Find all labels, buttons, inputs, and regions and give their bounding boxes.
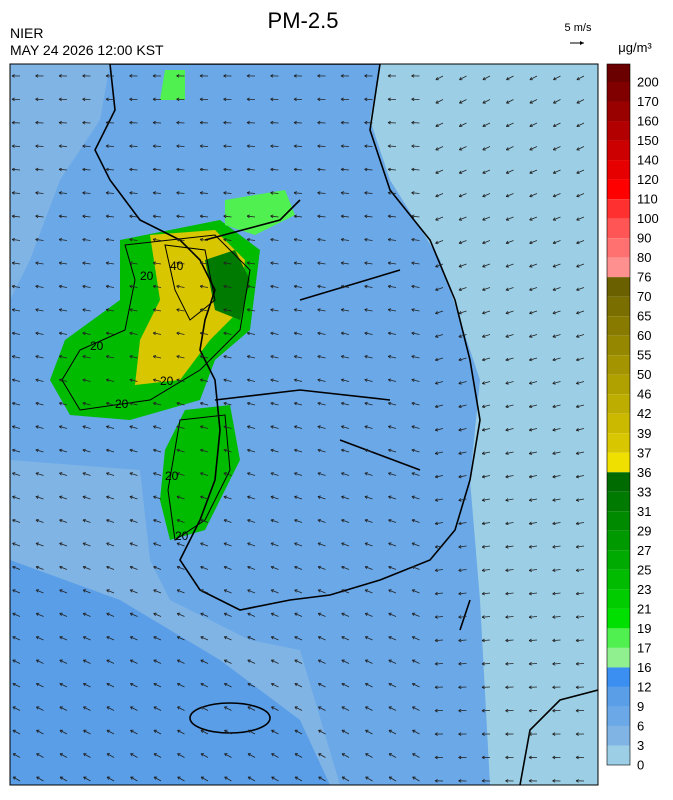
- colorbar-label: 80: [637, 250, 651, 265]
- colorbar-label: 3: [637, 738, 644, 753]
- colorbar-bin: [607, 453, 630, 473]
- wind-scale: 5 m/s: [565, 22, 592, 34]
- agency: NIER: [10, 25, 43, 41]
- colorbar-bin: [607, 628, 630, 648]
- colorbar-bin: [607, 336, 630, 356]
- colorbar-label: 110: [637, 192, 658, 207]
- colorbar-label: 46: [637, 387, 651, 402]
- colorbar-label: 23: [637, 582, 651, 597]
- colorbar-bin: [607, 667, 630, 687]
- colorbar-bin: [607, 433, 630, 453]
- colorbar-label: 39: [637, 426, 651, 441]
- colorbar: 2001701601501401201101009080767065605550…: [607, 64, 659, 773]
- contour-label: 20: [175, 529, 189, 543]
- colorbar-bin: [607, 297, 630, 317]
- colorbar-bin: [607, 570, 630, 590]
- colorbar-bin: [607, 609, 630, 629]
- colorbar-bin: [607, 355, 630, 375]
- colorbar-bin: [607, 511, 630, 531]
- wind-scale-arrowhead: [580, 41, 584, 45]
- colorbar-label: 17: [637, 640, 651, 655]
- colorbar-bin: [607, 726, 630, 746]
- contour-label: 20: [165, 469, 179, 483]
- colorbar-bin: [607, 82, 630, 102]
- colorbar-bin: [607, 375, 630, 395]
- colorbar-bin: [607, 102, 630, 122]
- colorbar-bin: [607, 745, 630, 765]
- colorbar-label: 42: [637, 406, 651, 421]
- colorbar-bin: [607, 394, 630, 414]
- map: 20 40 20 20 20 20 20: [10, 64, 598, 785]
- colorbar-label: 9: [637, 699, 644, 714]
- colorbar-label: 170: [637, 94, 659, 109]
- colorbar-label: 76: [637, 270, 651, 285]
- colorbar-bin: [607, 492, 630, 512]
- colorbar-label: 55: [637, 348, 651, 363]
- colorbar-label: 100: [637, 211, 659, 226]
- colorbar-label: 6: [637, 718, 644, 733]
- colorbar-label: 50: [637, 367, 651, 382]
- colorbar-bin: [607, 258, 630, 278]
- contour-label: 40: [170, 259, 184, 273]
- colorbar-bin: [607, 121, 630, 141]
- colorbar-bin: [607, 648, 630, 668]
- contour-label: 20: [160, 374, 174, 388]
- colorbar-label: 70: [637, 289, 651, 304]
- colorbar-label: 12: [637, 679, 651, 694]
- colorbar-bin: [607, 64, 630, 82]
- colorbar-label: 37: [637, 445, 651, 460]
- colorbar-label: 200: [637, 75, 659, 90]
- colorbar-bin: [607, 589, 630, 609]
- colorbar-bin: [607, 277, 630, 297]
- unit: μg/m³: [618, 40, 652, 55]
- colorbar-bin: [607, 160, 630, 180]
- colorbar-bin: [607, 219, 630, 239]
- title: PM-2.5: [268, 8, 339, 33]
- colorbar-label: 27: [637, 543, 651, 558]
- colorbar-bin: [607, 180, 630, 200]
- colorbar-label: 65: [637, 309, 651, 324]
- colorbar-bin: [607, 706, 630, 726]
- colorbar-bin: [607, 316, 630, 336]
- contour-label: 20: [115, 397, 129, 411]
- colorbar-label: 29: [637, 523, 651, 538]
- colorbar-label: 150: [637, 133, 659, 148]
- colorbar-bin: [607, 199, 630, 219]
- colorbar-label: 90: [637, 231, 651, 246]
- contour-label: 20: [90, 339, 104, 353]
- colorbar-label: 31: [637, 504, 651, 519]
- colorbar-label: 19: [637, 621, 651, 636]
- colorbar-bin: [607, 414, 630, 434]
- timestamp: MAY 24 2026 12:00 KST: [10, 42, 164, 58]
- colorbar-label: 140: [637, 153, 659, 168]
- colorbar-label: 120: [637, 172, 659, 187]
- colorbar-label: 60: [637, 328, 651, 343]
- colorbar-label: 36: [637, 465, 651, 480]
- colorbar-label: 25: [637, 562, 651, 577]
- colorbar-bin: [607, 531, 630, 551]
- contour-label: 20: [140, 269, 154, 283]
- colorbar-bin: [607, 472, 630, 492]
- colorbar-bin: [607, 687, 630, 707]
- colorbar-label: 21: [637, 601, 651, 616]
- colorbar-label: 33: [637, 484, 651, 499]
- colorbar-bin: [607, 238, 630, 258]
- colorbar-bin: [607, 550, 630, 570]
- colorbar-label: 160: [637, 114, 659, 129]
- colorbar-label: 16: [637, 660, 651, 675]
- colorbar-label: 0: [637, 758, 644, 773]
- colorbar-bin: [607, 141, 630, 161]
